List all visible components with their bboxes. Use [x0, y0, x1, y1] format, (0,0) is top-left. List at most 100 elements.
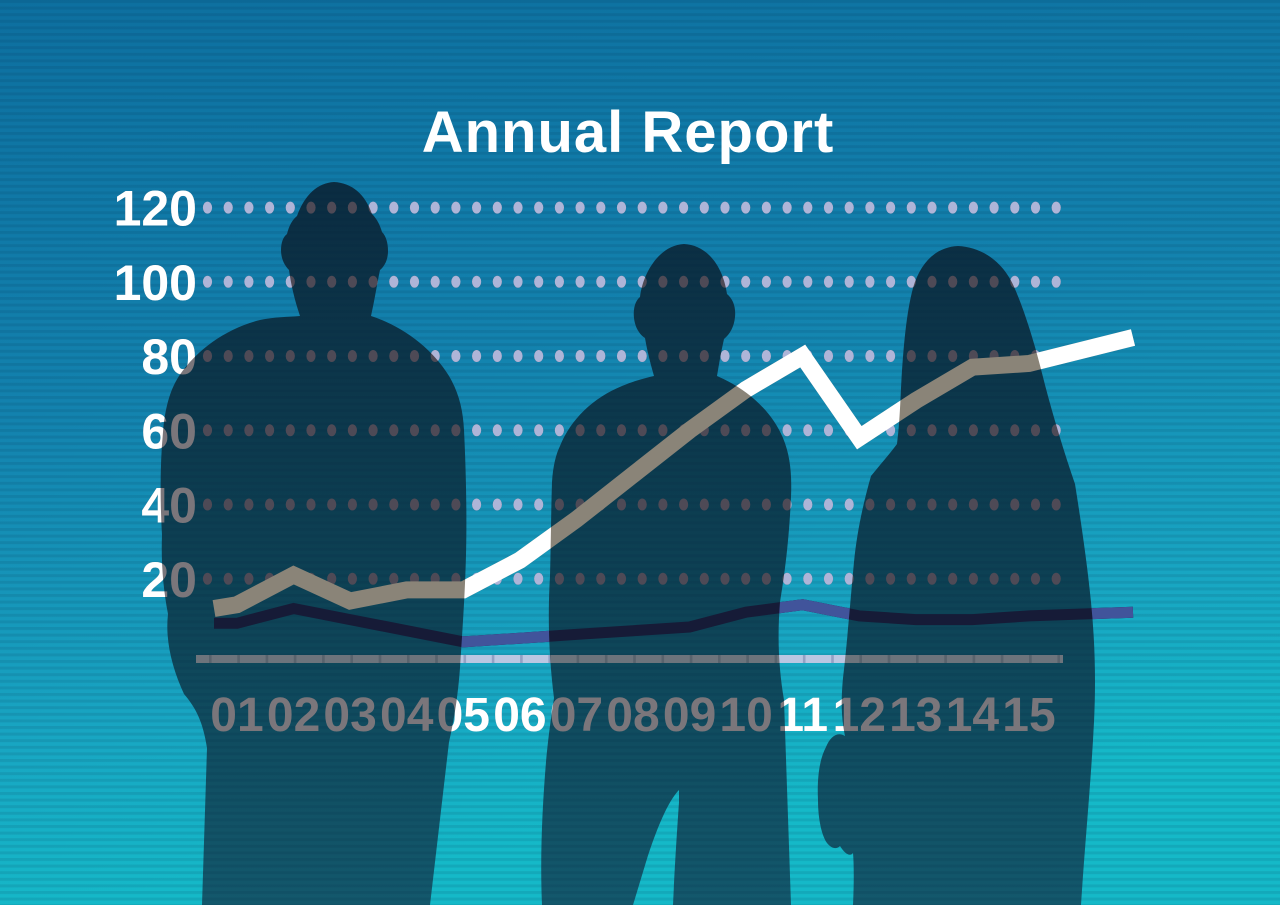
grid-dot [782, 424, 792, 437]
grid-dot [265, 201, 275, 214]
grid-dot [886, 201, 896, 214]
grid-dot [389, 424, 399, 437]
grid-dot [968, 275, 979, 288]
grid-dot [451, 350, 461, 362]
y-axis-label: 80 [141, 329, 197, 385]
chart-title: Annual Report [422, 100, 835, 165]
x-axis-tick [633, 655, 636, 663]
grid-dot [948, 201, 958, 214]
grid-dot [327, 572, 337, 585]
grid-dot [492, 275, 502, 288]
grid-dot [679, 201, 689, 214]
grid-dot [554, 275, 565, 288]
grid-dot [927, 572, 937, 585]
x-axis-label: 04 [380, 689, 434, 742]
grid-dot [968, 201, 979, 214]
y-axis-label: 100 [114, 255, 197, 311]
grid-dot [368, 572, 378, 585]
x-axis-label: 07 [550, 689, 603, 742]
grid-dot [927, 350, 937, 362]
x-axis-label: 08 [606, 689, 659, 742]
grid-dot [906, 424, 916, 437]
grid-dot [886, 498, 896, 511]
x-axis-tick [1057, 655, 1060, 663]
grid-dot [906, 498, 916, 511]
grid-dot [1051, 424, 1061, 437]
grid-dot [347, 275, 357, 288]
grid-dot [285, 275, 295, 288]
grid-dot [741, 424, 751, 437]
grid-dot [927, 275, 937, 288]
x-axis-label: 15 [1002, 689, 1055, 742]
x-axis-label: 07 [550, 689, 603, 742]
grid-dot [575, 424, 585, 437]
grid-dot [223, 424, 233, 437]
grid-dot [844, 350, 854, 362]
grid-dot [658, 350, 668, 362]
grid-dot [927, 498, 937, 511]
grid-dot [741, 498, 751, 511]
grid-dot [927, 201, 937, 214]
grid-dot [513, 350, 523, 362]
y-axis-label: 100 [114, 255, 197, 311]
grid-dot [679, 350, 689, 362]
x-axis-label: 09 [663, 689, 716, 742]
x-axis-label: 12 [833, 689, 886, 742]
grid-dot [761, 498, 772, 511]
x-axis-label: 04 [380, 689, 434, 742]
grid-dot [637, 498, 647, 511]
grid-dot [720, 424, 730, 437]
x-axis-tick [350, 655, 353, 663]
x-axis-tick [520, 655, 523, 663]
grid-dot [244, 350, 254, 362]
x-axis-label: 14 [946, 689, 1000, 742]
grid-dot [472, 275, 482, 288]
x-axis-tick [1000, 655, 1004, 663]
grid-dot [823, 424, 834, 437]
grid-dot [409, 275, 420, 288]
grid-dot [492, 424, 502, 437]
x-axis-tick [604, 655, 608, 663]
grid-dot [575, 572, 585, 585]
grid-dot [679, 275, 689, 288]
grid-dot [430, 424, 440, 437]
grid-dot [782, 201, 792, 214]
grid-dot [906, 201, 916, 214]
grid-dot [409, 424, 420, 437]
grid-dot [389, 350, 399, 362]
grid-dot [554, 350, 565, 362]
grid-dot [1051, 201, 1061, 214]
grid-dot [803, 498, 813, 511]
grid-dot [1030, 424, 1041, 437]
grid-dot [658, 498, 668, 511]
grid-dot [989, 275, 999, 288]
grid-dot [327, 275, 337, 288]
grid-dot [327, 424, 337, 437]
grid-dot [989, 201, 999, 214]
grid-dot [347, 498, 357, 511]
y-axis-label: 80 [141, 329, 197, 385]
grid-dot [244, 275, 254, 288]
grid-dot [472, 498, 482, 511]
grid-dot [285, 350, 295, 362]
grid-dot [306, 275, 316, 288]
grid-dot [1010, 572, 1020, 585]
grid-dot [968, 498, 979, 511]
grid-dot [844, 275, 854, 288]
grid-dot [492, 201, 502, 214]
x-axis-label: 05 [437, 689, 490, 742]
grid-dot [1051, 275, 1061, 288]
grid-dot [409, 350, 420, 362]
grid-dot [513, 201, 523, 214]
grid-dot [409, 498, 420, 511]
grid-dot [347, 572, 357, 585]
grid-dot [658, 424, 668, 437]
x-axis-label: 02 [267, 689, 320, 742]
grid-dot [327, 350, 337, 362]
grid-dot [823, 350, 834, 362]
grid-dot [886, 572, 896, 585]
grid-dot [575, 201, 585, 214]
grid-dot [223, 350, 233, 362]
grid-dot [886, 350, 896, 362]
